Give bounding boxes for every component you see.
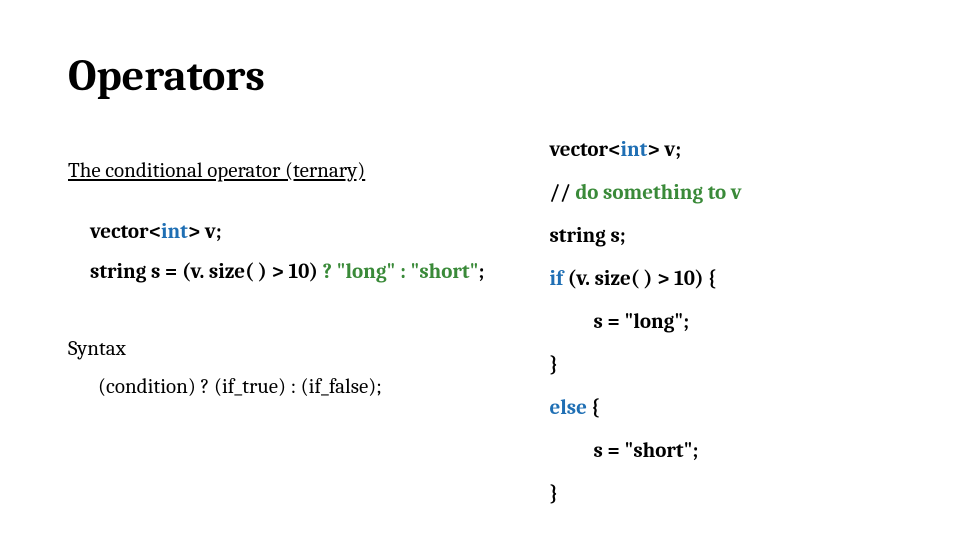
if-code-line-1: vector<int> v;	[549, 129, 895, 172]
code-text: > v;	[188, 220, 222, 244]
code-text: string s = (v. size( ) > 10)	[90, 260, 323, 284]
if-code-line-9: }	[549, 473, 895, 516]
if-code-line-4: if (v. size( ) > 10) {	[549, 258, 895, 301]
if-code-line-8: s = "short";	[549, 430, 895, 473]
syntax-label: Syntax	[68, 337, 509, 361]
code-text: vector<	[549, 138, 620, 162]
content-columns: The conditional operator (ternary) vecto…	[68, 129, 895, 516]
if-code-line-3: string s;	[549, 215, 895, 258]
left-column: The conditional operator (ternary) vecto…	[68, 129, 509, 516]
keyword-int: int	[161, 220, 188, 244]
ternary-code-line-2: string s = (v. size( ) > 10) ? "long" : …	[68, 253, 509, 293]
code-text: (v. size( ) > 10) {	[563, 267, 716, 291]
ternary-code-line-1: vector<int> v;	[68, 213, 509, 253]
right-column: vector<int> v; // do something to v stri…	[549, 129, 895, 516]
syntax-body: (condition) ? (if_true) : (if_false);	[68, 375, 509, 399]
code-text: vector<	[90, 220, 161, 244]
if-code-line-2: // do something to v	[549, 172, 895, 215]
if-code-line-7: else {	[549, 387, 895, 430]
slide: Operators The conditional operator (tern…	[0, 0, 960, 540]
code-text: > v;	[647, 138, 681, 162]
if-code-line-6: }	[549, 344, 895, 387]
keyword-else: else	[549, 396, 586, 420]
slide-title: Operators	[68, 50, 895, 101]
ternary-branch: ? "long" : "short"	[323, 260, 479, 284]
comment-text: do something to v	[575, 181, 741, 205]
code-text: //	[549, 181, 575, 205]
ternary-subhead: The conditional operator (ternary)	[68, 159, 509, 183]
keyword-int: int	[621, 138, 648, 162]
keyword-if: if	[549, 267, 563, 291]
code-text: ;	[478, 260, 484, 284]
if-code-line-5: s = "long";	[549, 301, 895, 344]
code-text: {	[587, 396, 600, 420]
